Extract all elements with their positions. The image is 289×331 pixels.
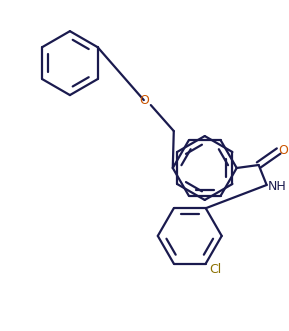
- Text: NH: NH: [267, 180, 286, 194]
- Text: O: O: [279, 144, 289, 157]
- Text: Cl: Cl: [210, 263, 222, 276]
- Text: O: O: [139, 94, 149, 107]
